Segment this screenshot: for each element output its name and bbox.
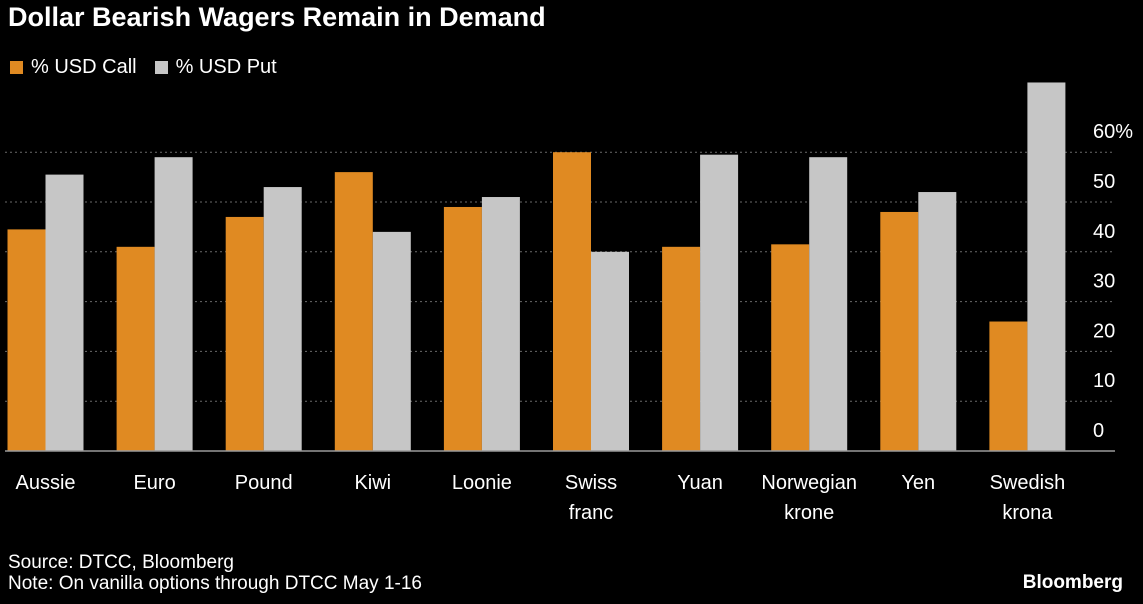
bar-usd-call — [771, 244, 810, 451]
bar-usd-put — [1027, 82, 1066, 451]
x-tick-label: Euro — [133, 472, 175, 494]
x-tick-label: Yen — [901, 472, 935, 494]
x-tick-label: Aussie — [15, 472, 75, 494]
legend-label-usd-put: % USD Put — [175, 56, 277, 78]
bar-usd-call — [880, 211, 919, 451]
bar-usd-call — [443, 206, 482, 451]
x-tick-label: Norwegian krone — [761, 472, 857, 524]
x-tick-label-line: Norwegian — [761, 472, 857, 494]
bar-usd-put — [918, 192, 957, 452]
y-tick-label: 10 — [1093, 370, 1115, 392]
bar-usd-call — [116, 246, 155, 451]
x-tick-label: Kiwi — [354, 472, 391, 494]
x-tick-label: Yuan — [677, 472, 723, 494]
source-note: Source: DTCC, Bloomberg — [8, 552, 234, 573]
x-tick-label: Swiss franc — [565, 472, 617, 524]
bar-usd-put — [591, 251, 629, 451]
y-tick-label: 60% — [1093, 121, 1133, 143]
legend-label-usd-call: % USD Call — [31, 56, 137, 78]
y-tick-label: 50 — [1093, 171, 1115, 193]
x-tick-label: Loonie — [452, 472, 512, 494]
legend-item-usd-put: % USD Put — [154, 56, 277, 79]
y-tick-label: 0 — [1093, 420, 1104, 442]
x-tick-label-line: franc — [569, 502, 613, 524]
bar-usd-put — [263, 187, 302, 451]
bar-usd-put — [372, 231, 411, 451]
legend: % USD Call % USD Put — [10, 56, 277, 79]
y-tick-label: 40 — [1093, 221, 1115, 243]
y-tick-label: 30 — [1093, 271, 1115, 293]
legend-item-usd-call: % USD Call — [10, 56, 137, 79]
bar-usd-call — [989, 321, 1028, 451]
x-tick-label: Swedish krona — [990, 472, 1066, 524]
x-tick-label: Pound — [235, 472, 293, 494]
brand-logo: Bloomberg — [1022, 572, 1123, 593]
bar-usd-put — [700, 154, 739, 451]
footnote: Note: On vanilla options through DTCC Ma… — [8, 573, 422, 594]
x-tick-label-line: Yen — [901, 472, 935, 494]
bar-usd-call — [553, 152, 591, 451]
bar-usd-put — [154, 157, 193, 451]
legend-swatch-usd-put — [154, 61, 168, 74]
x-tick-label-line: Pound — [235, 472, 293, 494]
x-tick-label-line: Loonie — [452, 472, 512, 494]
bar-usd-call — [662, 246, 701, 451]
y-tick-label: 20 — [1093, 320, 1115, 342]
x-tick-label-line: krone — [784, 502, 834, 524]
bar-usd-call — [334, 172, 373, 451]
x-tick-label-line: Aussie — [15, 472, 75, 494]
bar-usd-call — [225, 216, 264, 451]
bar-usd-put — [45, 174, 84, 452]
bar-usd-call — [7, 229, 46, 451]
chart-title: Dollar Bearish Wagers Remain in Demand — [8, 2, 546, 32]
legend-swatch-usd-call — [10, 61, 23, 74]
x-tick-label-line: Euro — [133, 472, 175, 494]
bar-usd-put — [809, 157, 848, 451]
x-tick-label-line: krona — [1002, 502, 1053, 524]
x-tick-label-line: Yuan — [677, 472, 723, 494]
x-tick-label-line: Swedish — [990, 472, 1066, 494]
x-tick-label-line: Kiwi — [354, 472, 391, 494]
bar-usd-put — [481, 197, 520, 451]
x-tick-label-line: Swiss — [565, 472, 617, 494]
